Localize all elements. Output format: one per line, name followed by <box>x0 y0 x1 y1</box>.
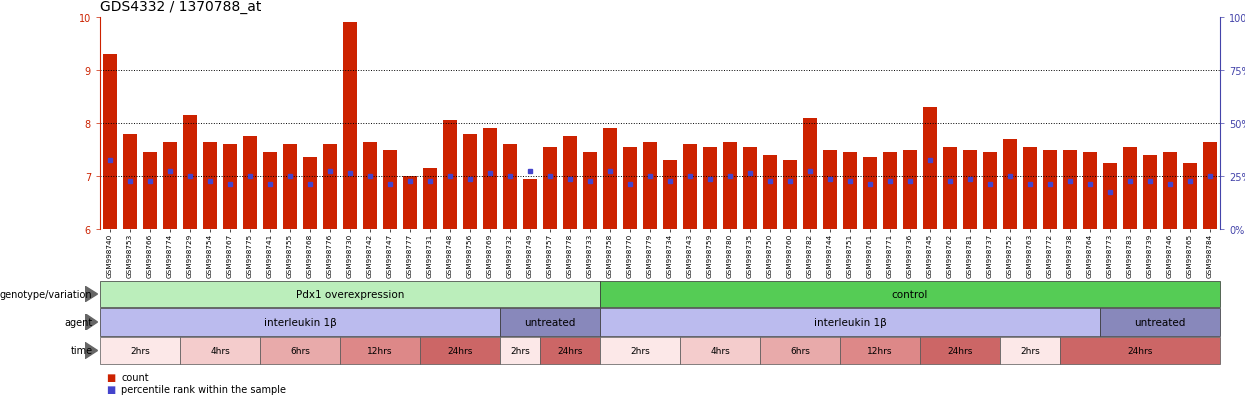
Bar <box>303 158 317 230</box>
Bar <box>103 55 117 230</box>
Bar <box>463 134 477 230</box>
Bar <box>763 155 777 230</box>
Bar <box>123 134 137 230</box>
Bar <box>843 153 857 230</box>
Text: 24hrs: 24hrs <box>558 346 583 355</box>
Bar <box>543 147 557 230</box>
Polygon shape <box>85 287 97 302</box>
Bar <box>223 145 237 230</box>
Bar <box>1063 150 1077 230</box>
Text: 6hrs: 6hrs <box>791 346 810 355</box>
Bar <box>243 137 256 230</box>
Bar <box>1203 142 1218 230</box>
Bar <box>263 153 276 230</box>
Text: 24hrs: 24hrs <box>947 346 972 355</box>
Bar <box>383 150 397 230</box>
Text: 4hrs: 4hrs <box>710 346 730 355</box>
Text: untreated: untreated <box>1134 317 1185 327</box>
Bar <box>684 145 697 230</box>
Bar <box>942 147 957 230</box>
Text: 12hrs: 12hrs <box>367 346 392 355</box>
Text: time: time <box>71 346 92 356</box>
Text: interleukin 1β: interleukin 1β <box>264 317 336 327</box>
Bar <box>1183 164 1196 230</box>
Bar <box>903 150 918 230</box>
Bar <box>443 121 457 230</box>
Bar <box>984 153 997 230</box>
Bar <box>1103 164 1117 230</box>
Bar <box>503 145 517 230</box>
Text: 24hrs: 24hrs <box>1127 346 1153 355</box>
Bar <box>163 142 177 230</box>
Bar <box>664 161 677 230</box>
Bar <box>364 142 377 230</box>
Bar <box>1123 147 1137 230</box>
Polygon shape <box>85 342 97 359</box>
Text: 6hrs: 6hrs <box>290 346 310 355</box>
Bar <box>622 147 637 230</box>
Text: 4hrs: 4hrs <box>210 346 230 355</box>
Text: ■: ■ <box>106 384 116 394</box>
Text: interleukin 1β: interleukin 1β <box>814 317 886 327</box>
Bar <box>183 116 197 230</box>
Text: 2hrs: 2hrs <box>131 346 149 355</box>
Text: 12hrs: 12hrs <box>868 346 893 355</box>
Bar <box>1023 147 1037 230</box>
Bar <box>703 147 717 230</box>
Text: untreated: untreated <box>524 317 575 327</box>
Text: 2hrs: 2hrs <box>510 346 530 355</box>
Bar <box>563 137 576 230</box>
Text: 2hrs: 2hrs <box>1020 346 1040 355</box>
Bar <box>1083 153 1097 230</box>
Text: percentile rank within the sample: percentile rank within the sample <box>121 384 286 394</box>
Text: Pdx1 overexpression: Pdx1 overexpression <box>296 289 405 299</box>
Bar <box>962 150 977 230</box>
Bar <box>783 161 797 230</box>
Bar <box>603 129 618 230</box>
Text: control: control <box>891 289 929 299</box>
Bar <box>322 145 337 230</box>
Polygon shape <box>85 314 97 330</box>
Text: 2hrs: 2hrs <box>630 346 650 355</box>
Text: 24hrs: 24hrs <box>447 346 473 355</box>
Bar <box>283 145 298 230</box>
Bar <box>1143 155 1157 230</box>
Bar <box>642 142 657 230</box>
Text: count: count <box>121 372 149 382</box>
Bar <box>523 179 537 230</box>
Bar <box>423 169 437 230</box>
Bar <box>863 158 876 230</box>
Text: ■: ■ <box>106 372 116 382</box>
Bar <box>203 142 217 230</box>
Bar <box>723 142 737 230</box>
Bar <box>803 119 817 230</box>
Bar <box>1043 150 1057 230</box>
Text: agent: agent <box>65 317 92 327</box>
Bar <box>344 23 357 230</box>
Bar <box>1003 140 1017 230</box>
Bar <box>583 153 598 230</box>
Bar <box>823 150 837 230</box>
Bar <box>483 129 497 230</box>
Bar <box>143 153 157 230</box>
Bar <box>743 147 757 230</box>
Text: GDS4332 / 1370788_at: GDS4332 / 1370788_at <box>100 0 261 14</box>
Bar <box>1163 153 1177 230</box>
Bar <box>403 177 417 230</box>
Text: genotype/variation: genotype/variation <box>0 289 92 299</box>
Bar <box>923 108 937 230</box>
Bar <box>883 153 896 230</box>
